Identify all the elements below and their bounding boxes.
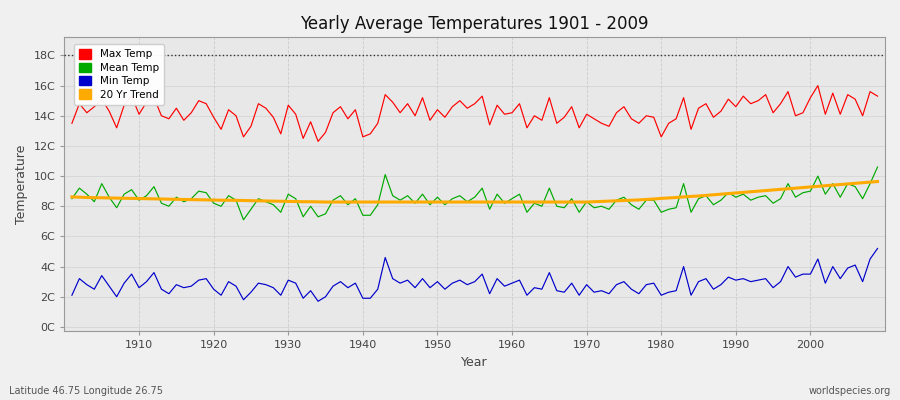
Title: Yearly Average Temperatures 1901 - 2009: Yearly Average Temperatures 1901 - 2009 xyxy=(301,15,649,33)
Legend: Max Temp, Mean Temp, Min Temp, 20 Yr Trend: Max Temp, Mean Temp, Min Temp, 20 Yr Tre… xyxy=(74,44,164,105)
Y-axis label: Temperature: Temperature xyxy=(15,145,28,224)
Text: worldspecies.org: worldspecies.org xyxy=(809,386,891,396)
Text: Latitude 46.75 Longitude 26.75: Latitude 46.75 Longitude 26.75 xyxy=(9,386,163,396)
X-axis label: Year: Year xyxy=(462,356,488,369)
